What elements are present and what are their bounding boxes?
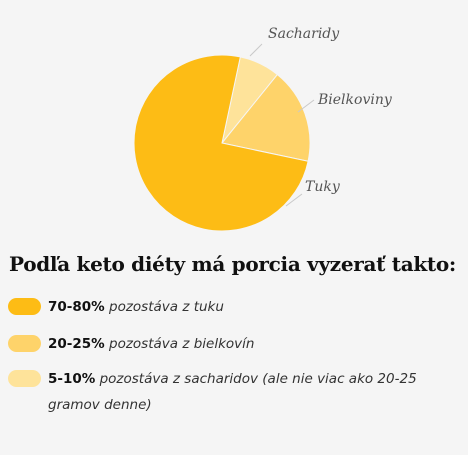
pie-slice-bielkoviny <box>221 73 311 162</box>
protein-description: pozostáva z bielkovín <box>104 336 255 352</box>
protein-swatch <box>8 335 41 352</box>
legend-item-protein: 20-25% pozostáva z bielkovín <box>8 331 460 357</box>
fat-swatch <box>8 298 41 315</box>
protein-percent: 20-25% <box>48 336 105 352</box>
legend-item-carbs: 5-10% pozostáva z sacharidov (ale nie vi… <box>8 366 460 418</box>
carbs-percent: 5-10% <box>48 371 96 387</box>
legend-item-fat: 70-80% pozostáva z tuku <box>8 294 460 320</box>
pie-slice-tuky <box>133 54 309 232</box>
carbs-description: pozostáva z sacharidov (ale nie viac ako… <box>48 371 417 413</box>
pie-chart: Tuky Bielkoviny Sacharidy <box>133 26 393 232</box>
pie-label-bielkoviny: Bielkoviny <box>317 92 393 108</box>
fat-percent: 70-80% <box>48 299 105 315</box>
portion-heading: Podľa keto diéty má porcia vyzerať takto… <box>9 252 456 276</box>
pie-chart-svg: Tuky Bielkoviny Sacharidy <box>133 26 393 232</box>
carbs-swatch <box>8 370 41 387</box>
leader-line-sacharidy <box>249 43 263 57</box>
pie-label-tuky: Tuky <box>305 179 341 195</box>
pie-label-sacharidy: Sacharidy <box>268 26 340 42</box>
fat-description: pozostáva z tuku <box>104 299 224 315</box>
leader-line-tuky <box>285 193 303 207</box>
legend: 70-80% pozostáva z tuku 20-25% pozostáva… <box>8 294 460 424</box>
leader-line-bielkoviny <box>297 99 315 113</box>
